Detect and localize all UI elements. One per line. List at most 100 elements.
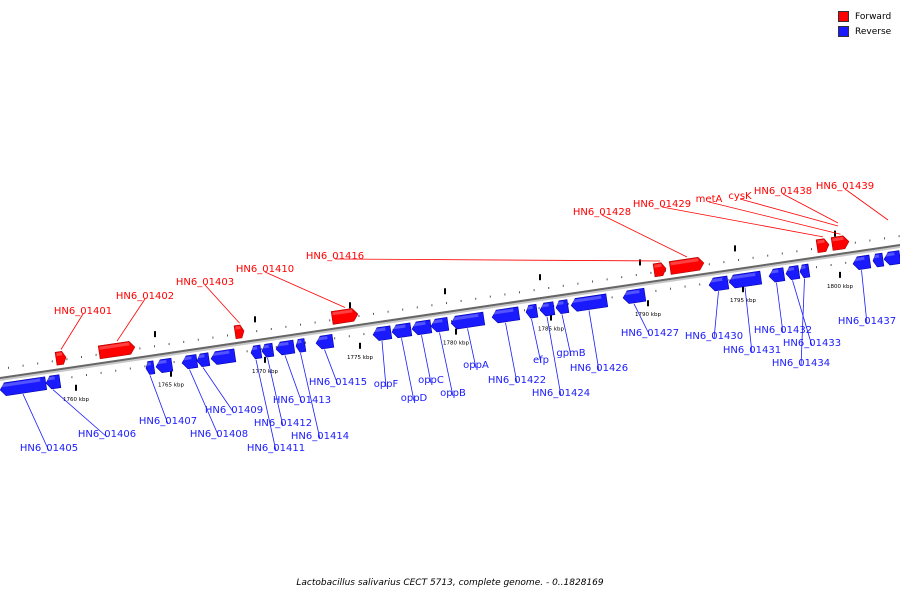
minor-tick [446, 302, 447, 305]
minor-tick [460, 299, 462, 302]
minor-tick [655, 289, 657, 292]
minor-tick [285, 325, 287, 328]
gene-leader-line [284, 355, 303, 404]
gene-leader-line [792, 280, 813, 347]
gene-label: metA [696, 194, 723, 205]
minor-tick [168, 343, 170, 346]
minor-tick [451, 320, 452, 323]
reverse-gene [145, 360, 156, 375]
gene-leader-line [401, 338, 415, 402]
minor-tick [416, 306, 418, 309]
minor-tick [8, 366, 9, 369]
gene-leader-line [708, 201, 841, 235]
minor-tick [781, 252, 783, 255]
gene-label: HN6_01409 [205, 405, 263, 416]
minor-tick [738, 258, 739, 261]
major-tick [539, 274, 541, 281]
minor-tick [767, 254, 769, 257]
reverse-gene [210, 348, 237, 365]
gene-leader-line [439, 332, 454, 397]
gene-leader-line [334, 258, 661, 262]
minor-tick [869, 239, 871, 242]
gene-leader-line [189, 369, 220, 438]
legend-forward-label: Forward [855, 11, 892, 22]
minor-tick [489, 295, 491, 298]
gene-label: HN6_01412 [254, 418, 312, 429]
gene-label: gpmB [556, 348, 585, 359]
gene-label: oppA [463, 360, 489, 371]
gene-leader-line [381, 341, 387, 388]
gene-label: HN6_01403 [176, 277, 234, 288]
major-tick [455, 328, 457, 335]
reverse-gene [411, 319, 433, 336]
gene-label: HN6_01430 [685, 331, 743, 342]
backbone-shadow [0, 245, 900, 381]
gene-leader-line [844, 188, 889, 221]
minor-tick [684, 285, 686, 288]
minor-tick [363, 333, 365, 336]
minor-tick [884, 237, 885, 240]
reverse-swatch [838, 26, 849, 37]
reverse-gene [196, 352, 211, 368]
gene-label: HN6_01408 [190, 429, 248, 440]
major-tick [647, 300, 649, 307]
gene-label: HN6_01416 [306, 251, 364, 262]
minor-tick [611, 296, 613, 299]
gene-leader-line [661, 206, 824, 238]
genome-backbone [0, 244, 900, 379]
minor-tick [51, 360, 53, 363]
major-tick [834, 230, 836, 237]
gene-label: HN6_01407 [139, 416, 197, 427]
minor-tick [246, 350, 248, 353]
gene-label: HN6_01438 [754, 186, 812, 197]
gene-label: HN6_01405 [20, 443, 78, 454]
reverse-gene [45, 374, 62, 390]
major-tick [254, 316, 256, 323]
minor-tick [577, 282, 579, 285]
major-tick [839, 271, 841, 278]
reverse-gene [295, 338, 307, 353]
reverse-gene [728, 270, 763, 289]
minor-tick [816, 266, 817, 269]
gene-leader-line [739, 198, 839, 227]
gene-label: HN6_01439 [816, 181, 874, 192]
major-tick [154, 331, 156, 338]
reverse-gene [315, 334, 335, 350]
gene-label: HN6_01434 [772, 358, 830, 369]
minor-tick [665, 269, 666, 272]
minor-tick [519, 291, 520, 294]
gene-leader-line [782, 193, 839, 224]
minor-tick [752, 256, 754, 259]
major-tick [264, 356, 266, 363]
minor-tick [621, 276, 623, 279]
minor-tick [402, 308, 404, 311]
ruler-label: 1795 kbp [730, 298, 756, 304]
reverse-gene [852, 254, 872, 270]
gene-leader-line [505, 322, 518, 384]
minor-tick [562, 284, 564, 287]
ruler-label: 1800 kbp [827, 284, 853, 290]
gene-label: HN6_01422 [488, 375, 546, 386]
minor-tick [314, 321, 316, 324]
forward-swatch [838, 11, 849, 22]
reverse-gene [708, 275, 730, 292]
gene-leader-line [421, 335, 432, 384]
gene-leader-line [60, 313, 84, 350]
genome-caption: Lactobacillus salivarius CECT 5713, comp… [296, 578, 604, 588]
gene-leader-line [149, 375, 169, 425]
forward-gene [54, 350, 67, 366]
reverse-gene [555, 299, 570, 314]
gene-leader-line [204, 284, 240, 324]
major-tick [742, 286, 744, 293]
minor-tick [524, 309, 525, 312]
gene-leader-line [713, 291, 719, 340]
gene-leader-line [633, 303, 651, 337]
minor-tick [256, 330, 258, 333]
gene-leader-line [267, 357, 284, 427]
gene-leader-line [561, 314, 572, 357]
gene-leader-line [264, 271, 346, 308]
minor-tick [227, 334, 228, 337]
gene-leader-line [531, 318, 542, 364]
